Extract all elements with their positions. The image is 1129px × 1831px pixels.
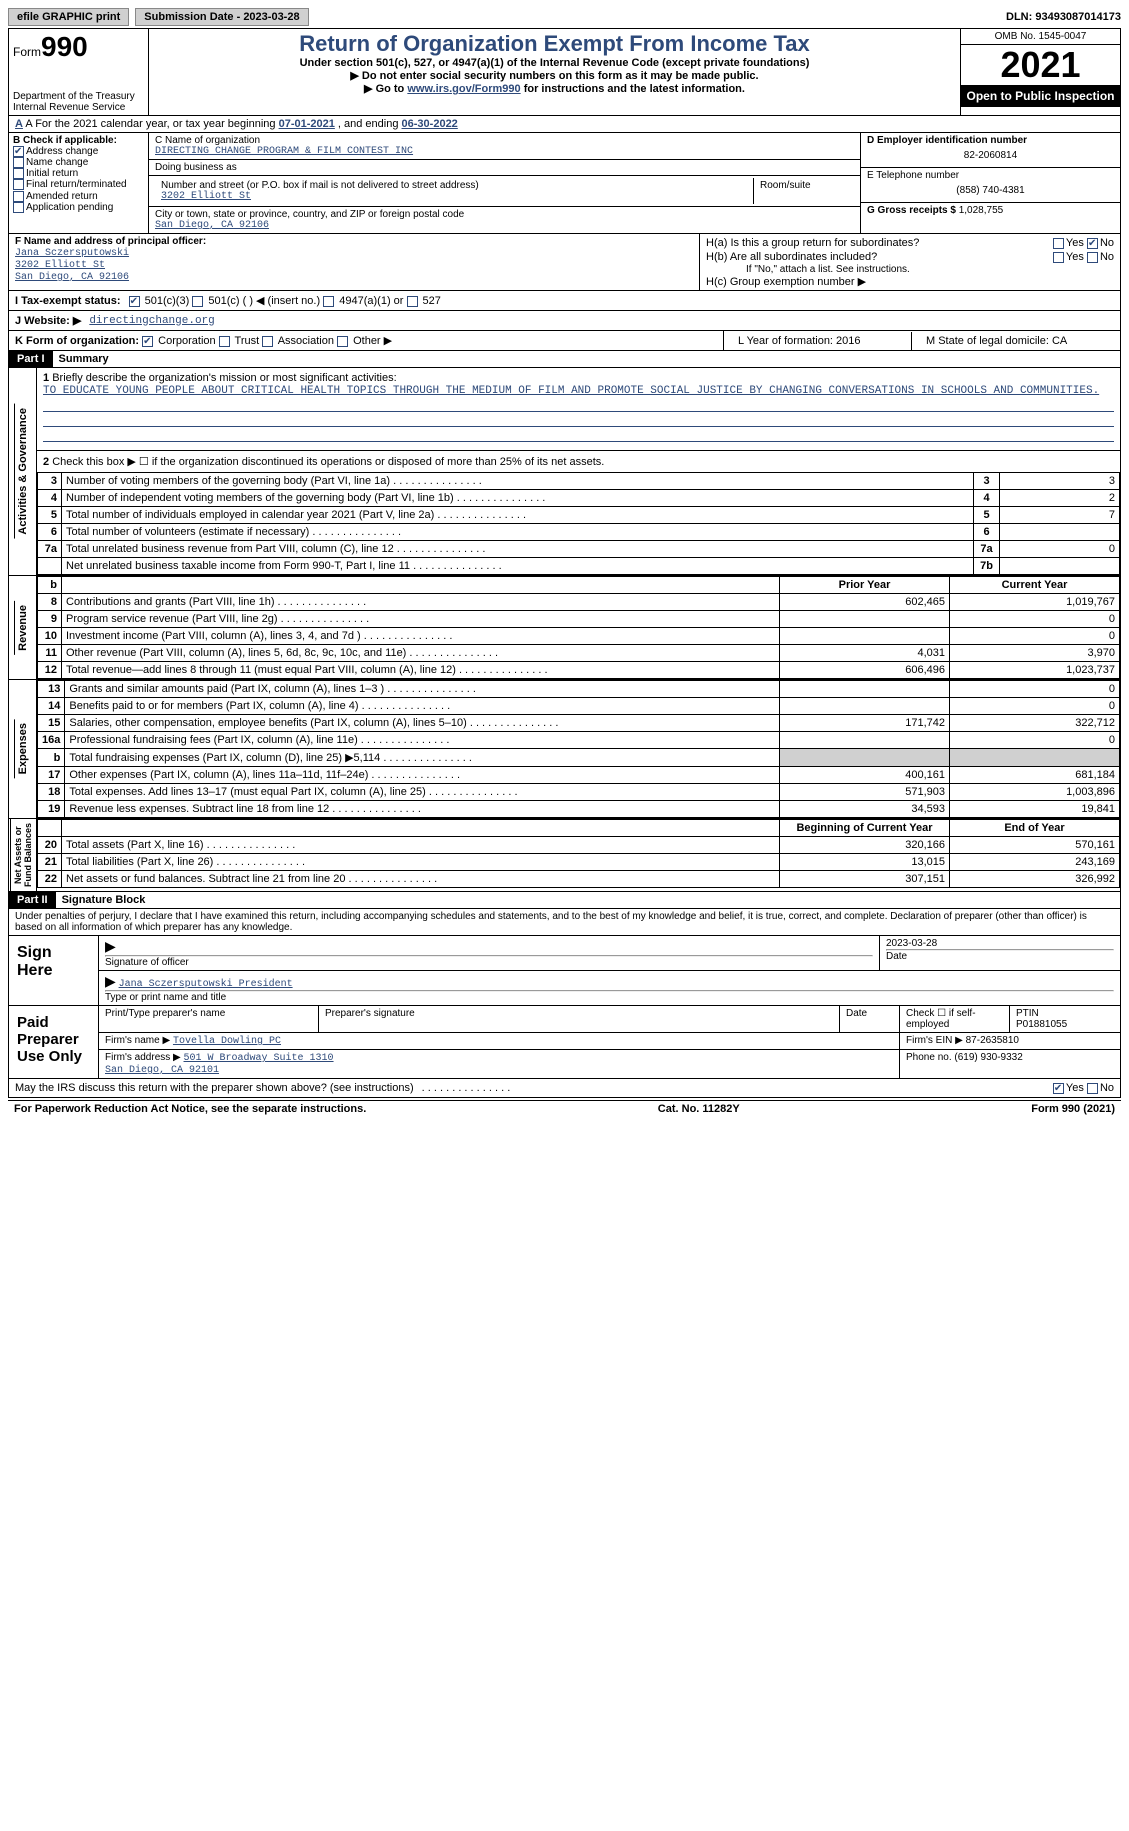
netassets-label: Net Assets orFund Balances bbox=[10, 819, 35, 891]
checkbox-item[interactable]: Amended return bbox=[13, 191, 144, 202]
col-h: H(a) Is this a group return for subordin… bbox=[700, 234, 1120, 290]
city-row: City or town, state or province, country… bbox=[149, 207, 860, 233]
year-label: 2021 bbox=[961, 45, 1120, 85]
irs-link[interactable]: www.irs.gov/Form990 bbox=[407, 83, 520, 95]
activities-label: Activities & Governance bbox=[14, 404, 31, 539]
sign-here: Sign Here bbox=[9, 936, 99, 1005]
sub3: ▶ Go to www.irs.gov/Form990 for instruct… bbox=[155, 82, 954, 95]
col-b: B Check if applicable: Address changeNam… bbox=[9, 133, 149, 233]
part2-title: Signature Block bbox=[62, 894, 146, 906]
footer-right: Form 990 (2021) bbox=[1031, 1103, 1115, 1115]
row-k: K Form of organization: Corporation Trus… bbox=[8, 331, 1121, 351]
part1-title: Summary bbox=[59, 353, 109, 365]
form-label: Form990 bbox=[13, 31, 144, 63]
dept-label: Department of the Treasury Internal Reve… bbox=[13, 91, 144, 113]
row-i: I Tax-exempt status: 501(c)(3) 501(c) ( … bbox=[8, 291, 1121, 311]
part1-header: Part I bbox=[9, 351, 53, 367]
submission-button[interactable]: Submission Date - 2023-03-28 bbox=[135, 8, 308, 26]
col-f: F Name and address of principal officer:… bbox=[9, 234, 700, 290]
footer-mid: Cat. No. 11282Y bbox=[658, 1103, 740, 1115]
dln-label: DLN: 93493087014173 bbox=[1006, 11, 1121, 23]
open-label: Open to Public Inspection bbox=[961, 85, 1120, 107]
street-row: Number and street (or P.O. box if mail i… bbox=[149, 176, 860, 207]
ein-row: D Employer identification number 82-2060… bbox=[861, 133, 1120, 168]
paid-prep: Paid Preparer Use Only bbox=[9, 1006, 99, 1078]
part2-header: Part II bbox=[9, 892, 56, 908]
omb-label: OMB No. 1545-0047 bbox=[961, 29, 1120, 45]
sub1: Under section 501(c), 527, or 4947(a)(1)… bbox=[155, 57, 954, 69]
revenue-label: Revenue bbox=[14, 601, 31, 655]
dba-row: Doing business as bbox=[149, 160, 860, 176]
decl: Under penalties of perjury, I declare th… bbox=[8, 909, 1121, 936]
gross-row: G Gross receipts $ 1,028,755 bbox=[861, 203, 1120, 218]
expenses-label: Expenses bbox=[14, 719, 31, 778]
efile-button[interactable]: efile GRAPHIC print bbox=[8, 8, 129, 26]
phone-row: E Telephone number (858) 740-4381 bbox=[861, 168, 1120, 203]
checkbox-item[interactable]: Name change bbox=[13, 157, 144, 168]
irs-discuss: May the IRS discuss this return with the… bbox=[8, 1079, 1121, 1098]
row-a: A A For the 2021 calendar year, or tax y… bbox=[8, 116, 1121, 133]
org-name-row: C Name of organization DIRECTING CHANGE … bbox=[149, 133, 860, 160]
row-j: J Website: ▶ directingchange.org bbox=[8, 311, 1121, 331]
sub2: ▶ Do not enter social security numbers o… bbox=[155, 69, 954, 82]
footer-left: For Paperwork Reduction Act Notice, see … bbox=[14, 1103, 366, 1115]
checkbox-item[interactable]: Final return/terminated bbox=[13, 179, 144, 190]
checkbox-item[interactable]: Address change bbox=[13, 146, 144, 157]
checkbox-item[interactable]: Application pending bbox=[13, 202, 144, 213]
checkbox-item[interactable]: Initial return bbox=[13, 168, 144, 179]
form-title: Return of Organization Exempt From Incom… bbox=[155, 31, 954, 57]
